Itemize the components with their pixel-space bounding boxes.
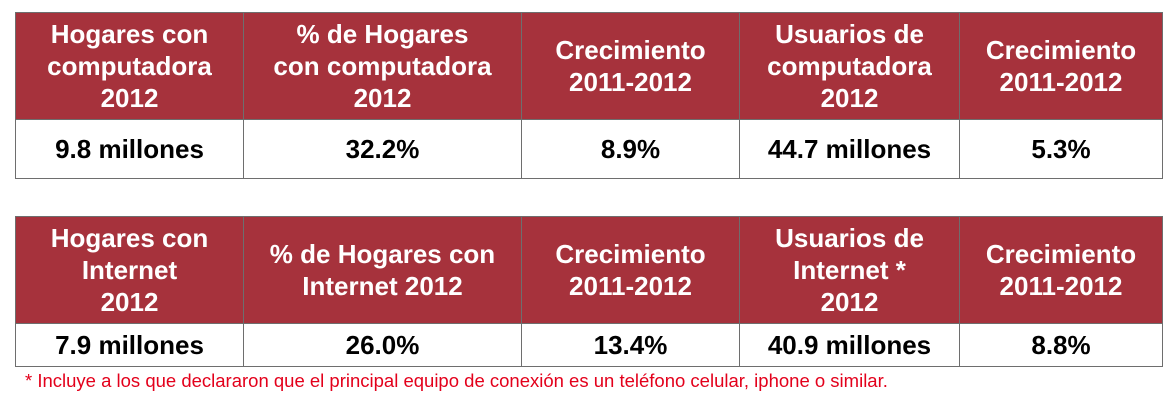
- computer-stats-table: Hogares con computadora 2012 % de Hogare…: [15, 12, 1163, 179]
- header-growth-computer-users: Crecimiento 2011-2012: [959, 12, 1163, 120]
- table-row: 9.8 millones 32.2% 8.9% 44.7 millones 5.…: [15, 119, 1163, 179]
- header-households-with-internet: Hogares con Internet 2012: [15, 216, 244, 324]
- header-internet-users: Usuarios de Internet * 2012: [739, 216, 960, 324]
- value-growth-households-computer: 8.9%: [521, 119, 740, 179]
- header-percent-households-computer: % de Hogares con computadora 2012: [243, 12, 522, 120]
- value-percent-households-internet: 26.0%: [243, 323, 522, 367]
- header-label: Crecimiento 2011-2012: [985, 239, 1137, 301]
- value-internet-users: 40.9 millones: [739, 323, 960, 367]
- value-households-with-computer: 9.8 millones: [15, 119, 244, 179]
- header-label: Hogares con Internet 2012: [50, 223, 209, 317]
- header-label: % de Hogares con Internet 2012: [269, 239, 496, 301]
- internet-stats-table: Hogares con Internet 2012 % de Hogares c…: [15, 216, 1163, 367]
- header-label: Crecimiento 2011-2012: [985, 35, 1137, 97]
- header-growth-internet-users: Crecimiento 2011-2012: [959, 216, 1163, 324]
- table-header-row: Hogares con computadora 2012 % de Hogare…: [15, 12, 1163, 120]
- header-label: Usuarios de Internet * 2012: [775, 223, 924, 317]
- value-growth-internet-users: 8.8%: [959, 323, 1163, 367]
- header-label: Crecimiento 2011-2012: [555, 35, 706, 97]
- header-growth-households-internet: Crecimiento 2011-2012: [521, 216, 740, 324]
- value-households-with-internet: 7.9 millones: [15, 323, 244, 367]
- value-computer-users: 44.7 millones: [739, 119, 960, 179]
- header-label: % de Hogares con computadora 2012: [273, 19, 492, 113]
- table-row: 7.9 millones 26.0% 13.4% 40.9 millones 8…: [15, 323, 1163, 367]
- table-header-row: Hogares con Internet 2012 % de Hogares c…: [15, 216, 1163, 324]
- header-growth-households-computer: Crecimiento 2011-2012: [521, 12, 740, 120]
- footnote: * Incluye a los que declararon que el pr…: [25, 370, 888, 391]
- header-label: Usuarios de computadora 2012: [767, 19, 932, 113]
- header-label: Crecimiento 2011-2012: [555, 239, 706, 301]
- header-label: Hogares con computadora 2012: [47, 19, 212, 113]
- value-growth-households-internet: 13.4%: [521, 323, 740, 367]
- value-percent-households-computer: 32.2%: [243, 119, 522, 179]
- header-computer-users: Usuarios de computadora 2012: [739, 12, 960, 120]
- header-percent-households-internet: % de Hogares con Internet 2012: [243, 216, 522, 324]
- header-households-with-computer: Hogares con computadora 2012: [15, 12, 244, 120]
- value-growth-computer-users: 5.3%: [959, 119, 1163, 179]
